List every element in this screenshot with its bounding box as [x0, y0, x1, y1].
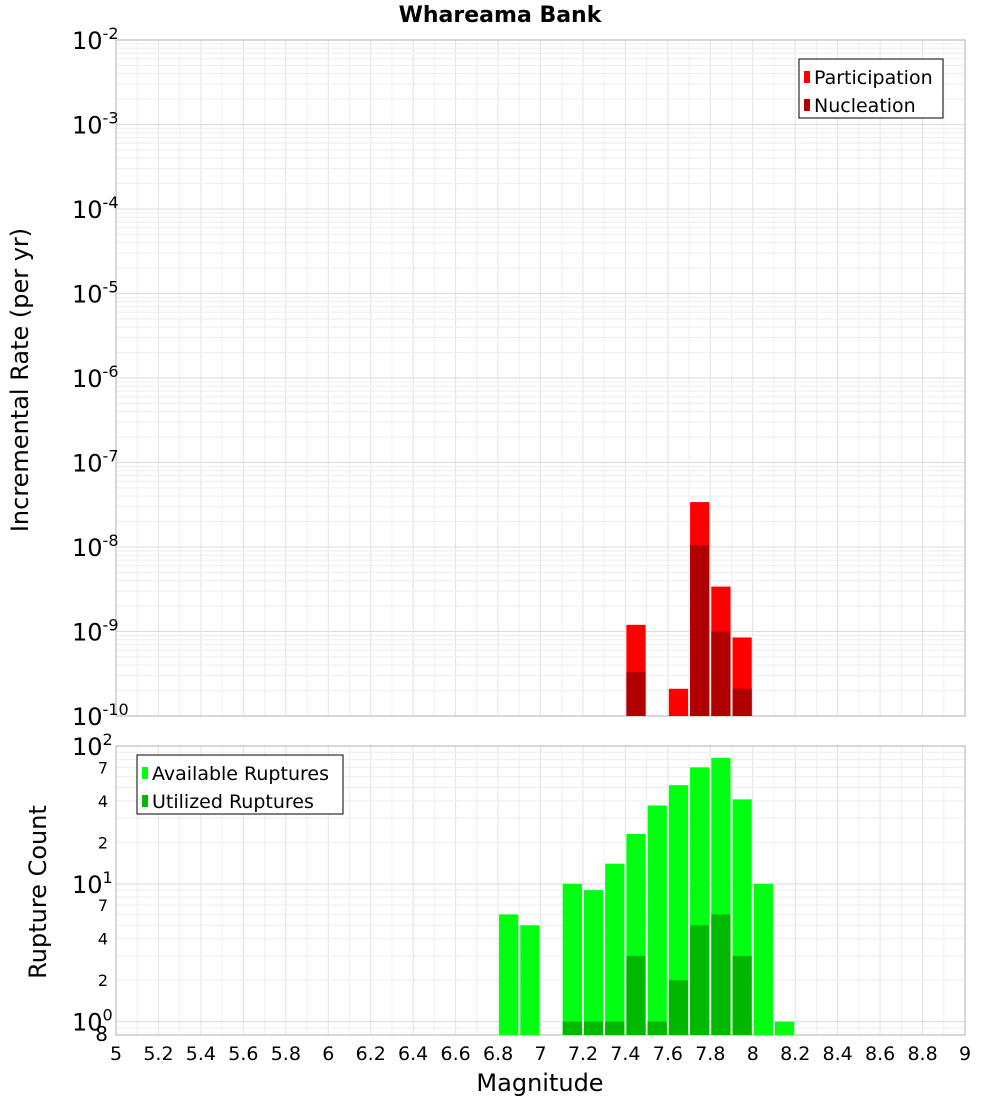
x-tick-label: 6.6 — [440, 1043, 470, 1065]
legend: Participation Nucleation — [798, 58, 944, 119]
legend-swatch — [804, 71, 810, 83]
bar-utilized-ruptures — [647, 1021, 667, 1035]
bar-available-ruptures — [668, 785, 689, 1035]
x-tick-label: 7.8 — [695, 1043, 725, 1065]
x-tick-label: 5.4 — [186, 1043, 216, 1065]
bar-available-ruptures — [583, 890, 604, 1035]
top-y-axis-label: Incremental Rate (per yr) — [6, 228, 34, 532]
count-panel: 100 101 102 8 2 4 7 2 4 7 5 5.2 5.4 5.6 5.8 6 6.2 6.4 6.6 6… — [72, 730, 971, 1065]
bar-available-ruptures — [753, 883, 773, 1035]
legend-box — [798, 58, 944, 119]
x-tick-label: 7.4 — [610, 1043, 640, 1065]
legend-label: Utilized Ruptures — [152, 791, 314, 813]
bar-available-ruptures — [774, 1021, 795, 1035]
x-tick-label: 6 — [322, 1043, 334, 1065]
bar-nucleation — [711, 631, 731, 716]
x-tick-label: 8.6 — [865, 1043, 895, 1065]
bar-nucleation — [626, 672, 646, 716]
legend-label: Nucleation — [814, 95, 916, 117]
bar-available-ruptures — [647, 805, 667, 1035]
x-tick-label: 8.8 — [907, 1043, 937, 1065]
y-tick-label: 10-2 — [72, 24, 119, 55]
y-tick-label: 10-5 — [72, 278, 119, 309]
y-tick-label: 10-6 — [72, 362, 119, 393]
y-tick-label: 10-10 — [72, 700, 129, 731]
x-tick-label: 5.2 — [143, 1043, 173, 1065]
bar-utilized-ruptures — [690, 925, 710, 1035]
bar-nucleation — [690, 545, 710, 716]
x-tick-label: 8.4 — [823, 1043, 853, 1065]
y-tick-label: 101 — [72, 868, 113, 899]
bottom-y-axis-label: Rupture Count — [24, 805, 52, 979]
legend-box — [136, 754, 344, 815]
y-tick-labels: 100 101 102 8 2 4 7 2 4 7 — [72, 730, 113, 1046]
bar-utilized-ruptures — [562, 1021, 582, 1035]
bar-available-ruptures — [499, 914, 519, 1035]
x-tick-label: 5.6 — [228, 1043, 258, 1065]
x-tick-label: 9 — [959, 1043, 971, 1065]
x-tick-label: 5 — [110, 1043, 122, 1065]
series-utilized-ruptures — [562, 914, 752, 1035]
bar-utilized-ruptures — [711, 914, 731, 1035]
y-tick-label: 102 — [72, 730, 113, 761]
y-minor-tick-label: 8 — [95, 1022, 108, 1046]
x-tick-label: 8.2 — [780, 1043, 810, 1065]
chart-title: Whareama Bank — [399, 3, 603, 28]
bar-available-ruptures — [605, 863, 625, 1035]
plot-frame — [115, 39, 966, 717]
y-tick-label: 100 — [72, 1006, 113, 1037]
y-minor-tick-label: 2 — [98, 971, 108, 990]
bar-utilized-ruptures — [605, 1021, 625, 1035]
bar-nucleation — [732, 688, 752, 716]
y-tick-labels: 10-10 10-9 10-8 10-7 10-6 10-5 10-4 10-3 10-2 — [72, 24, 129, 731]
y-minor-tick-label: 4 — [98, 792, 108, 811]
y-minor-tick-label: 2 — [98, 833, 108, 852]
rate-panel: 10-10 10-9 10-8 10-7 10-6 10-5 10-4 10-3 10-2 Par… — [72, 24, 966, 731]
series-nucleation — [626, 545, 752, 716]
legend-label: Available Ruptures — [152, 763, 329, 785]
bar-utilized-ruptures — [668, 980, 689, 1035]
x-tick-label: 7.6 — [653, 1043, 683, 1065]
y-tick-label: 10-7 — [72, 447, 119, 478]
bar-available-ruptures — [520, 925, 540, 1035]
bar-utilized-ruptures — [732, 955, 752, 1035]
bar-utilized-ruptures — [626, 955, 646, 1035]
legend-label: Participation — [814, 67, 933, 89]
x-tick-label: 6.4 — [398, 1043, 428, 1065]
y-minor-tick-label: 7 — [98, 758, 108, 777]
x-tick-label: 7.2 — [568, 1043, 598, 1065]
x-tick-label: 8 — [747, 1043, 759, 1065]
legend-swatch — [142, 767, 148, 779]
y-tick-label: 10-4 — [72, 193, 119, 224]
y-minor-tick-label: 7 — [98, 896, 108, 915]
x-tick-labels: 5 5.2 5.4 5.6 5.8 6 6.2 6.4 6.6 6.8 7 7.2 7.4 7.6 7.8 8… — [110, 1043, 971, 1065]
legend: Available Ruptures Utilized Ruptures — [136, 754, 344, 815]
x-tick-label: 6.8 — [483, 1043, 513, 1065]
bar-available-ruptures — [562, 883, 582, 1035]
x-axis-label: Magnitude — [476, 1069, 603, 1097]
legend-swatch — [142, 795, 148, 807]
bar-participation — [668, 688, 689, 716]
y-tick-label: 10-3 — [72, 109, 119, 140]
bar-utilized-ruptures — [583, 1021, 604, 1035]
plot-frame — [115, 745, 966, 1036]
x-tick-label: 6.2 — [356, 1043, 386, 1065]
y-tick-label: 10-8 — [72, 531, 119, 562]
x-tick-label: 5.8 — [271, 1043, 301, 1065]
x-tick-label: 7 — [534, 1043, 546, 1065]
y-minor-tick-label: 4 — [98, 930, 108, 949]
y-tick-label: 10-9 — [72, 616, 119, 647]
legend-swatch — [804, 99, 810, 111]
